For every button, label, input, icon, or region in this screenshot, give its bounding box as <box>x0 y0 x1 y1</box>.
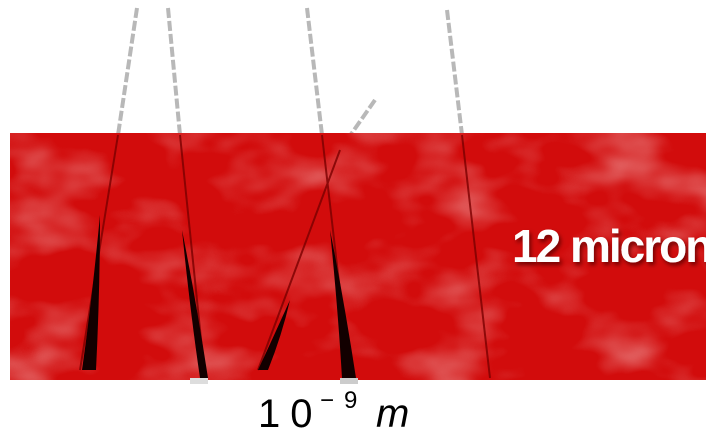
fibers <box>116 7 464 152</box>
band-texture <box>10 133 706 380</box>
shadows <box>82 215 356 378</box>
caption-base: 10 <box>258 392 323 436</box>
caption-exponent: −9 <box>320 387 367 414</box>
base-mark <box>190 378 208 384</box>
base-mark <box>340 378 358 384</box>
scale-label: 12 micron <box>512 220 706 272</box>
caption-unit: m <box>376 392 409 436</box>
